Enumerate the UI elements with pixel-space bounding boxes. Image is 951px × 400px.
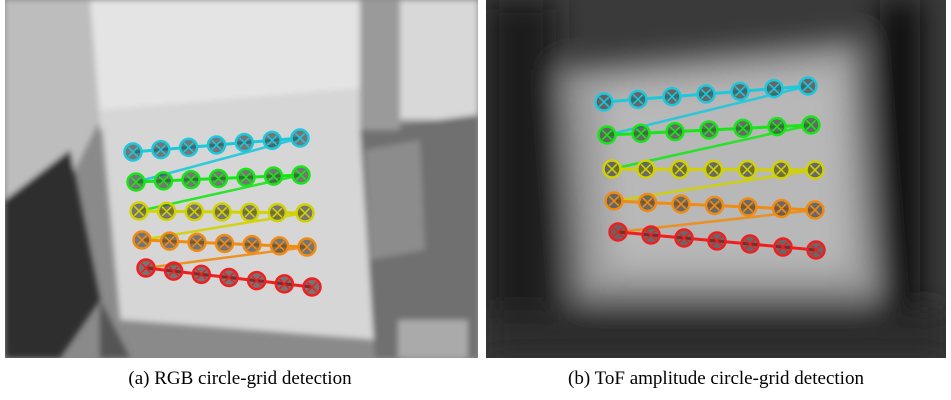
caption: (b) ToF amplitude circle-grid detection <box>476 368 951 390</box>
tof-image <box>486 0 946 358</box>
figure <box>0 0 951 360</box>
caption: (a) RGB circle-grid detection <box>20 368 460 390</box>
page: (a) RGB circle-grid detection (b) ToF am… <box>0 0 951 400</box>
